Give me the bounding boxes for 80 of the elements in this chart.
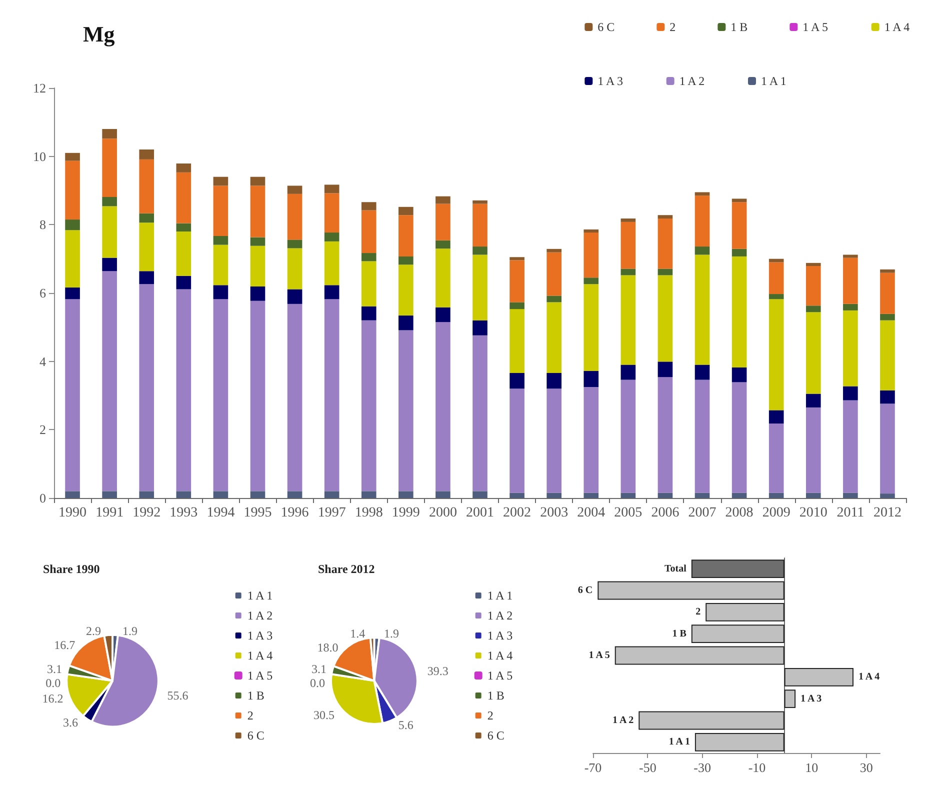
legend-label: 1 A 3 (487, 628, 513, 642)
text: 0.0 (46, 676, 61, 690)
data-label: 55.6 (167, 688, 188, 702)
legend-label: 1 B (247, 688, 264, 702)
data-label: 30.5 (314, 708, 335, 722)
y-tick-label: 8 (40, 217, 46, 232)
y-tick-label: 1 B (672, 628, 687, 640)
y-tick-label: 6 (40, 286, 46, 300)
legend-label: 1 A 1 (760, 74, 786, 88)
y-tick-label: 4 (40, 354, 46, 369)
legend-label: 1 A 5 (487, 668, 513, 682)
x-tick-label: 10 (805, 760, 818, 775)
x-tick-label: 1992 (132, 506, 161, 520)
x-tick-label: 1998 (354, 506, 383, 520)
legend-label: 2 (247, 708, 254, 722)
legend-label: 1 A 1 (487, 588, 513, 602)
legend-label: 1 A 5 (247, 668, 273, 682)
x-tick-label: -30 (694, 760, 712, 775)
x-tick-label: -10 (748, 760, 766, 775)
legend-label: 1 B (487, 688, 504, 702)
x-tick-label: 2010 (799, 506, 828, 520)
legend-label: 1 A 3 (247, 628, 273, 642)
legend-label: 1 A 4 (247, 648, 273, 662)
legend-label: 2 (487, 708, 494, 722)
chart-title: Share 1990 (43, 562, 100, 576)
x-tick-label: 2012 (873, 506, 902, 520)
x-tick-label: 1995 (244, 506, 272, 520)
x-tick-label: 2009 (762, 506, 790, 520)
y-tick-label: Total (664, 563, 687, 574)
x-tick-label: 2005 (614, 506, 642, 520)
y-tick-label: 12 (33, 80, 46, 96)
x-tick-label: 1991 (96, 506, 124, 520)
text: 0.0 (310, 676, 326, 690)
x-tick-label: 2008 (725, 506, 754, 520)
data-label: 3.6 (62, 715, 78, 730)
x-tick-label: 2007 (688, 506, 716, 520)
x-tick-label: 1996 (280, 506, 309, 520)
x-tick-label: 2002 (503, 506, 532, 520)
x-tick-label: 2004 (577, 506, 606, 520)
data-label: 39.3 (427, 664, 448, 678)
x-tick-label: 2000 (428, 506, 457, 520)
data-label: 1.9 (384, 626, 400, 641)
data-label: 18.0 (317, 640, 338, 655)
legend-label: 1 A 4 (487, 648, 513, 662)
data-label: 5.6 (398, 718, 414, 732)
y-tick-label: 0 (40, 490, 46, 506)
x-tick-label: 2011 (836, 506, 864, 520)
legend-label: 6 C (247, 728, 264, 742)
x-tick-label: 2001 (466, 506, 494, 520)
x-tick-label: 1993 (170, 506, 198, 520)
x-tick-label: -70 (584, 760, 602, 775)
data-label: 3.1 (311, 662, 326, 676)
legend-label: 1 A 2 (487, 608, 513, 622)
legend-label: 6 C (598, 20, 615, 34)
data-label: 3.1 (47, 662, 62, 676)
data-label: 16.2 (42, 692, 64, 706)
legend-label: 1 B (730, 20, 748, 34)
x-tick-label: 2003 (540, 506, 568, 520)
x-tick-label: 1990 (58, 506, 87, 520)
data-label: 2.9 (86, 624, 101, 638)
legend-label: 1 A 2 (247, 608, 273, 622)
x-tick-label: 1999 (392, 506, 420, 520)
legend-label: 1 A 4 (884, 20, 910, 34)
data-label: 1.4 (350, 626, 366, 641)
x-tick-label: 2006 (651, 506, 680, 520)
legend-label: 1 A 3 (598, 74, 624, 88)
y-tick-label: 2 (40, 422, 46, 438)
x-tick-label: 1994 (206, 506, 235, 520)
x-tick-label: 1997 (318, 506, 346, 520)
legend-label: 1 A 5 (802, 20, 828, 34)
y-tick-label: 1 A 1 (668, 736, 690, 748)
data-label: 16.7 (54, 638, 76, 652)
chart-title: Mg (83, 22, 115, 46)
chart-title: Share 2012 (318, 562, 375, 576)
legend-label: 6 C (487, 728, 504, 742)
x-tick-label: -50 (638, 760, 656, 775)
y-tick-label: 10 (33, 148, 46, 164)
data-label: 1.9 (122, 624, 138, 638)
x-tick-label: 30 (860, 760, 873, 775)
legend-label: 1 A 1 (247, 588, 273, 602)
